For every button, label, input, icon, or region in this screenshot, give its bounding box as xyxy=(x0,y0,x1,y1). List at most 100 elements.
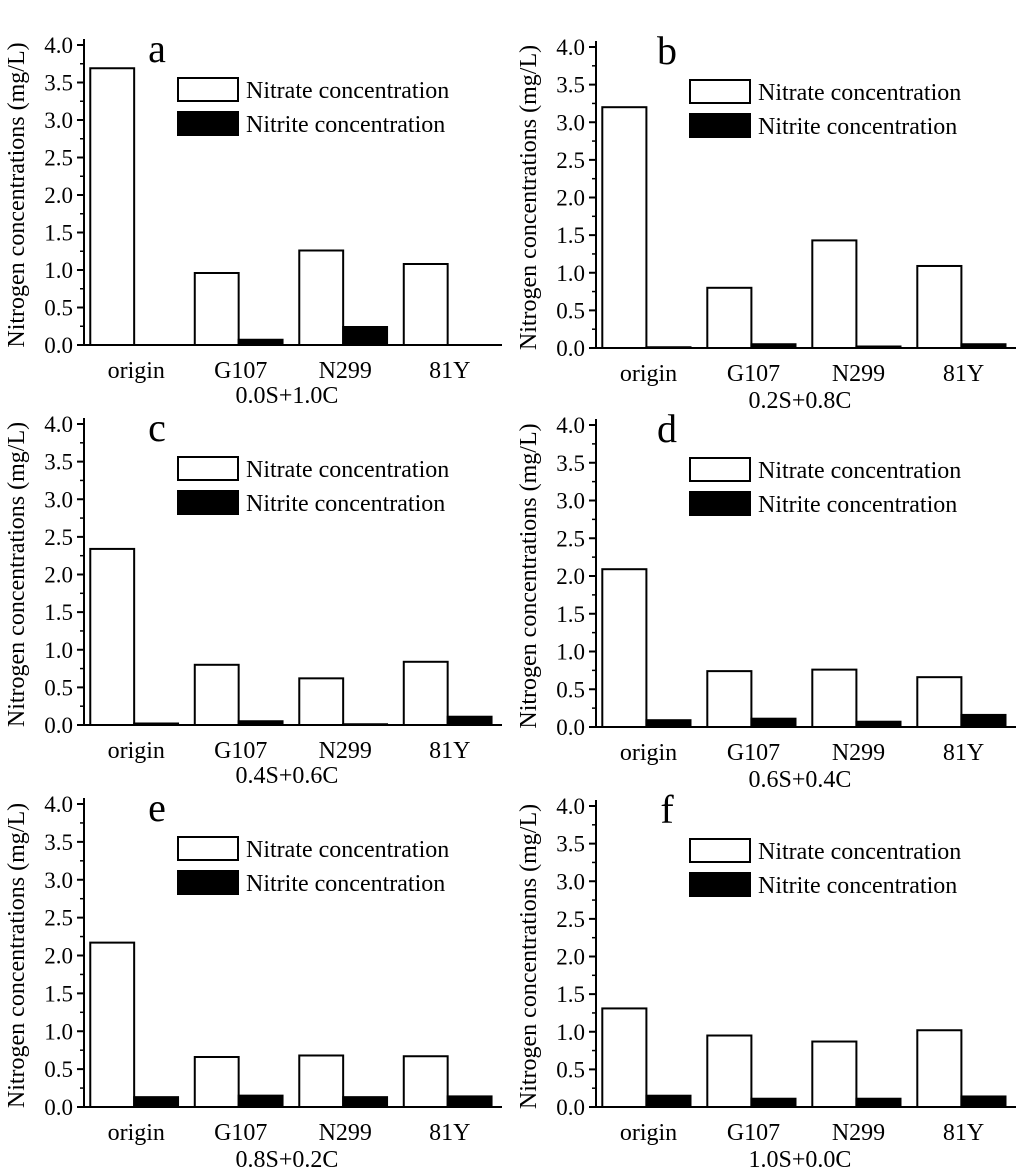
legend: Nitrate concentration Nitrite concentrati… xyxy=(689,457,961,518)
legend-swatch-nitrite xyxy=(177,490,239,515)
legend-label-nitrite: Nitrite concentration xyxy=(758,114,957,140)
y-tick-label: 0.5 xyxy=(44,1057,73,1082)
nitrite-bar xyxy=(133,1096,180,1108)
x-axis-label: 0.4S+0.6C xyxy=(236,763,339,789)
y-tick-label: 3.0 xyxy=(44,868,73,893)
legend-swatch-nitrate xyxy=(177,456,239,481)
y-tick-label: 3.5 xyxy=(44,830,73,855)
y-tick-label: 0.0 xyxy=(556,715,585,740)
y-tick-label: 1.5 xyxy=(44,221,73,246)
x-tick-label: origin xyxy=(620,361,677,387)
y-tick-label: 4.0 xyxy=(556,794,585,819)
y-tick-label: 1.5 xyxy=(556,223,585,248)
y-tick-label: 1.5 xyxy=(44,600,73,625)
legend-swatch-nitrite xyxy=(177,111,239,136)
panel-letter: c xyxy=(148,405,166,450)
y-axis-label: Nitrogen concentrations (mg/L) xyxy=(516,45,542,350)
legend-label-nitrite: Nitrite concentration xyxy=(758,492,957,518)
nitrite-bar xyxy=(960,343,1007,349)
x-tick-label: N299 xyxy=(832,361,885,387)
y-tick-label: 4.0 xyxy=(556,35,585,60)
y-tick-label: 1.0 xyxy=(556,1020,585,1045)
y-tick-label: 4.0 xyxy=(556,413,585,438)
nitrate-bar xyxy=(89,941,136,1108)
legend-swatch-nitrite xyxy=(689,491,751,516)
x-tick-label: origin xyxy=(108,358,165,384)
legend-label-nitrate: Nitrate concentration xyxy=(246,78,449,104)
y-tick-label: 3.0 xyxy=(556,489,585,514)
legend-label-nitrite: Nitrite concentration xyxy=(246,112,445,138)
legend-label-nitrate: Nitrate concentration xyxy=(758,80,961,106)
x-tick-label: origin xyxy=(620,1120,677,1146)
legend-label-nitrite: Nitrite concentration xyxy=(246,491,445,517)
nitrate-bar xyxy=(811,1040,858,1108)
nitrate-bar xyxy=(811,239,858,349)
nitrate-bar xyxy=(298,677,345,726)
x-tick-label: origin xyxy=(108,1120,165,1146)
nitrate-bar xyxy=(916,264,963,350)
nitrite-bar xyxy=(342,1096,389,1108)
x-axis-label: 0.0S+1.0C xyxy=(236,383,339,409)
y-tick-label: 3.0 xyxy=(44,487,73,512)
legend-label-nitrite: Nitrite concentration xyxy=(758,873,957,899)
nitrite-bar xyxy=(855,1097,902,1109)
nitrate-bar xyxy=(402,263,449,346)
panel-letter: a xyxy=(148,26,166,71)
legend: Nitrate concentration Nitrite concentrati… xyxy=(689,838,961,899)
chart-panel-e: 0.0 0.5 1.0 1.5 2.0 2.5 3.0 3.5 4.0 Nitrogen conc… xyxy=(4,785,502,1173)
nitrate-bar xyxy=(193,1056,240,1109)
nitrite-bar xyxy=(446,715,493,726)
y-tick-label: 2.0 xyxy=(44,563,73,588)
y-tick-label: 1.0 xyxy=(44,258,73,283)
y-tick-label: 0.0 xyxy=(44,713,73,738)
chart-panel-a: 0.0 0.5 1.0 1.5 2.0 2.5 3.0 3.5 4.0 Nitrogen conc… xyxy=(4,26,502,409)
chart-panel-b: 0.0 0.5 1.0 1.5 2.0 2.5 3.0 3.5 4.0 Nitrogen conc… xyxy=(516,28,1016,414)
nitrite-bar xyxy=(237,720,284,726)
x-tick-label: N299 xyxy=(319,358,372,384)
chart-panel-d: 0.0 0.5 1.0 1.5 2.0 2.5 3.0 3.5 4.0 Nitrogen conc… xyxy=(516,406,1016,793)
y-tick-label: 0.0 xyxy=(44,333,73,358)
chart-panel-f: 0.0 0.5 1.0 1.5 2.0 2.5 3.0 3.5 4.0 Nitrogen conc… xyxy=(516,787,1016,1173)
legend-swatch-nitrite xyxy=(177,870,239,895)
legend-label-nitrate: Nitrate concentration xyxy=(246,837,449,863)
y-tick-label: 1.5 xyxy=(556,602,585,627)
nitrite-bar xyxy=(446,1095,493,1109)
x-tick-label: G107 xyxy=(214,738,267,764)
y-tick-label: 2.0 xyxy=(44,944,73,969)
nitrate-bar xyxy=(916,1029,963,1108)
y-tick-label: 2.0 xyxy=(556,564,585,589)
y-tick-label: 0.5 xyxy=(556,1057,585,1082)
y-tick-label: 2.5 xyxy=(44,525,73,550)
legend-swatch-nitrate xyxy=(177,836,239,861)
nitrate-bar xyxy=(706,1034,753,1108)
y-tick-label: 3.5 xyxy=(556,451,585,476)
nitrate-bar xyxy=(89,67,136,346)
y-tick-label: 3.5 xyxy=(556,832,585,857)
legend-swatch-nitrate xyxy=(689,838,751,863)
legend-label-nitrate: Nitrate concentration xyxy=(758,839,961,865)
y-tick-label: 2.5 xyxy=(44,146,73,171)
x-tick-label: 81Y xyxy=(943,740,984,766)
legend: Nitrate concentration Nitrite concentrati… xyxy=(177,77,449,138)
y-tick-label: 3.0 xyxy=(556,869,585,894)
nitrate-bar xyxy=(89,547,136,726)
nitrite-bar xyxy=(750,717,797,729)
x-tick-label: N299 xyxy=(319,1120,372,1146)
y-tick-label: 4.0 xyxy=(44,33,73,58)
y-tick-label: 4.0 xyxy=(44,412,73,437)
y-tick-label: 3.5 xyxy=(44,71,73,96)
nitrite-bar xyxy=(855,345,902,349)
panel-letter: b xyxy=(657,28,677,73)
panel-letter: d xyxy=(657,406,677,451)
y-tick-label: 2.5 xyxy=(556,907,585,932)
y-tick-label: 0.0 xyxy=(44,1095,73,1120)
nitrite-bar xyxy=(133,722,180,726)
legend-swatch-nitrite xyxy=(689,113,751,138)
x-tick-label: origin xyxy=(620,740,677,766)
y-axis-label: Nitrogen concentrations (mg/L) xyxy=(516,804,542,1109)
x-tick-label: N299 xyxy=(832,1120,885,1146)
nitrite-bar xyxy=(342,326,389,346)
y-tick-label: 1.0 xyxy=(44,638,73,663)
nitrite-bar xyxy=(960,1095,1007,1108)
legend-swatch-nitrite xyxy=(689,872,751,897)
